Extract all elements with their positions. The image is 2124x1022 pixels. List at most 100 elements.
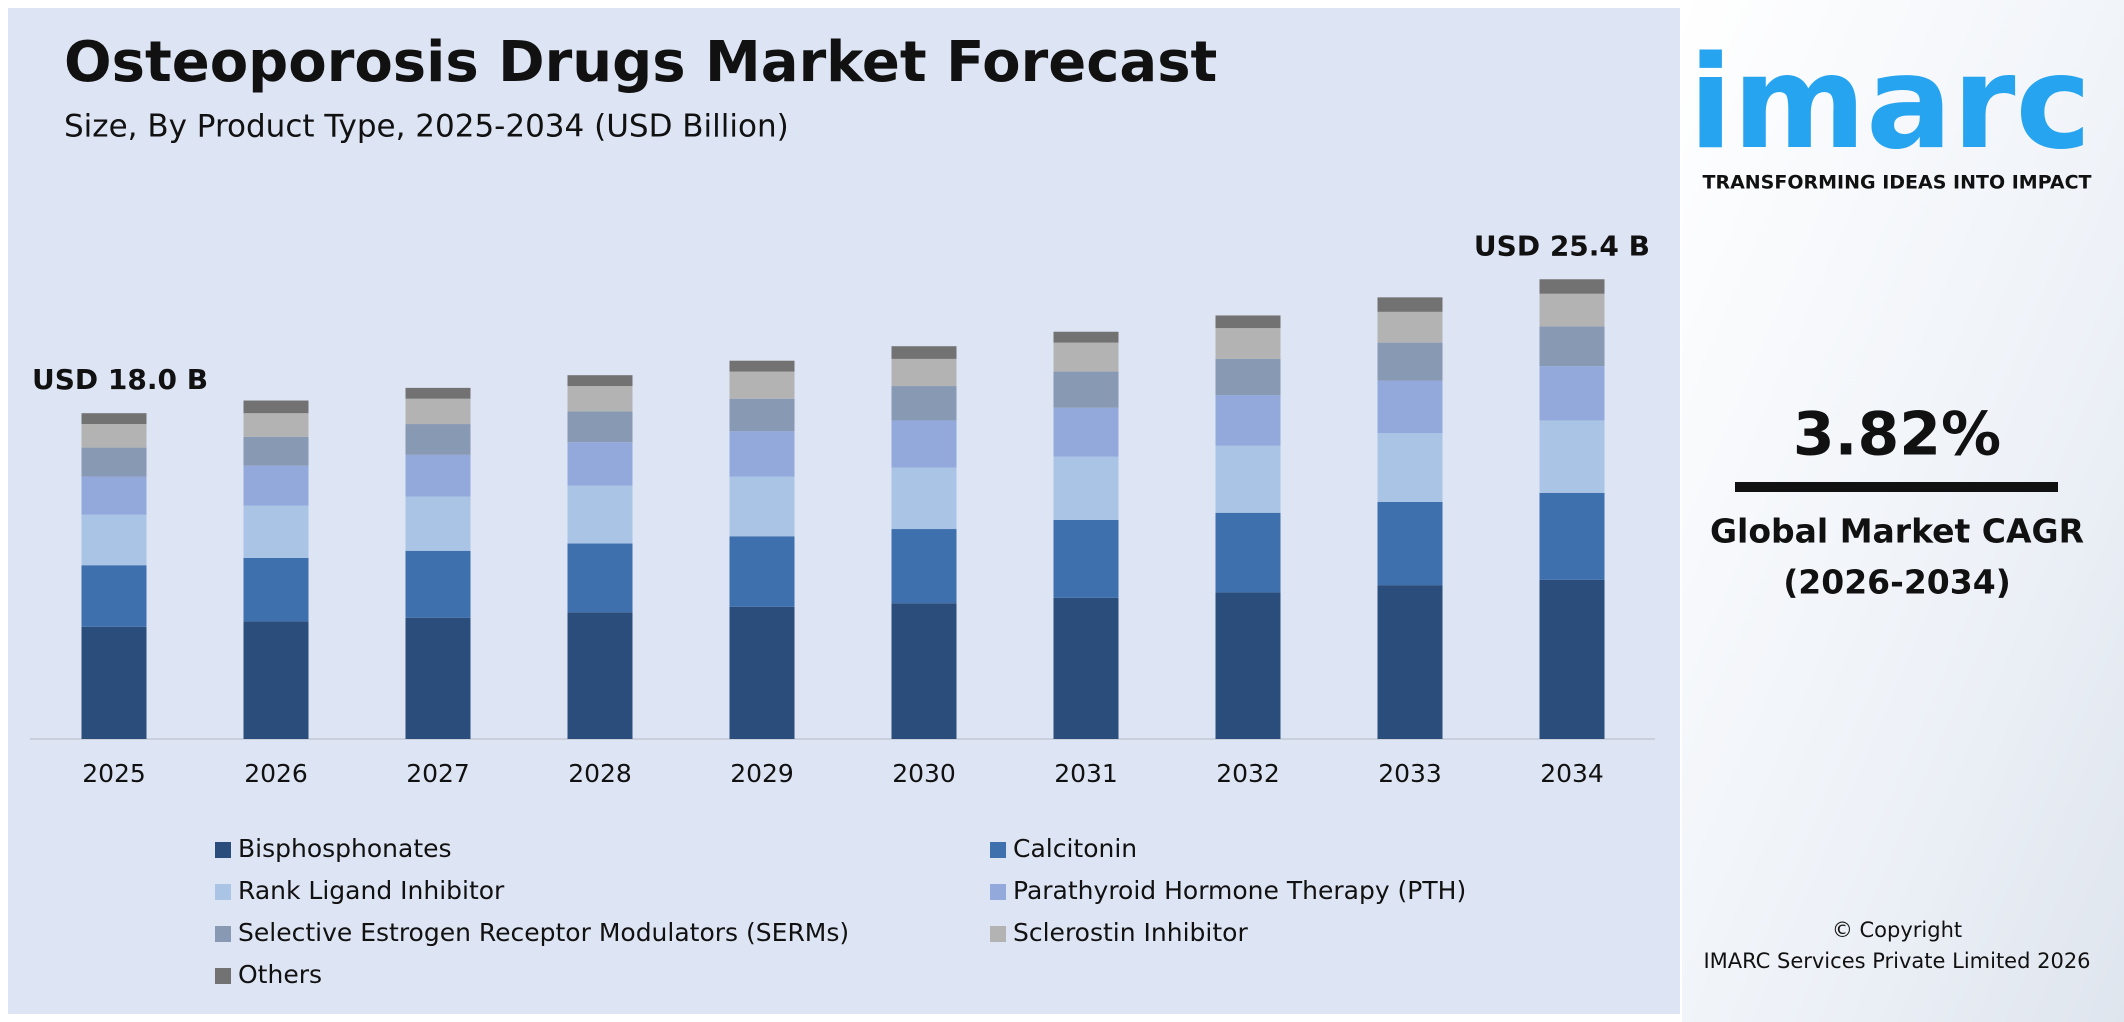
bar-segment: [405, 398, 471, 425]
bar-segment: [405, 454, 471, 497]
x-tick-label: 2031: [1054, 759, 1118, 788]
bar-segment: [1053, 407, 1119, 457]
bar-segment: [729, 398, 795, 432]
bar-segment: [1053, 331, 1119, 343]
bar-segment: [405, 550, 471, 618]
bar-segment: [1539, 366, 1605, 421]
bar-segment: [1215, 358, 1281, 396]
bar-segment: [1053, 456, 1119, 520]
cagr-label: Global Market CAGR: [1710, 512, 2084, 551]
bar-segment: [1377, 501, 1443, 586]
x-tick-label: 2033: [1378, 759, 1442, 788]
x-tick-label: 2030: [892, 759, 956, 788]
bar-segment: [1377, 342, 1443, 381]
legend: Bisphosphonates Calcitonin Rank Ligand Inh…: [215, 834, 1466, 989]
bar-segment: [891, 420, 957, 468]
bar-segment: [1539, 326, 1605, 367]
bar-segment: [567, 375, 633, 387]
bar-segment: [891, 358, 957, 387]
bar-segment: [243, 621, 309, 739]
legend-swatch: [215, 968, 231, 984]
x-tick-label: 2034: [1540, 759, 1604, 788]
x-tick-label: 2025: [82, 759, 146, 788]
chart-subtitle: Size, By Product Type, 2025-2034 (USD Bi…: [64, 109, 789, 145]
cagr-value: 3.82%: [1793, 400, 2001, 470]
bar-segment: [1215, 315, 1281, 329]
bar-segment: [1377, 297, 1443, 312]
bar-segment: [1215, 395, 1281, 446]
legend-swatch: [215, 842, 231, 858]
legend-label: Calcitonin: [1013, 834, 1137, 863]
legend-swatch: [215, 884, 231, 900]
bar-segment: [1215, 592, 1281, 739]
bar-segment: [1053, 371, 1119, 408]
bar-segment: [243, 436, 309, 466]
bar-segment: [405, 617, 471, 739]
bar-segment: [567, 543, 633, 613]
bar-segment: [81, 565, 147, 627]
bar-segment: [243, 558, 309, 622]
legend-label: Rank Ligand Inhibitor: [238, 876, 505, 905]
bar-segment: [567, 612, 633, 739]
bar-segment: [729, 476, 795, 537]
bar-segment: [1539, 420, 1605, 493]
copyright: © Copyright: [1832, 918, 1962, 942]
bar-segment: [243, 400, 309, 414]
bar-segment: [567, 442, 633, 486]
bar-segment: [81, 413, 147, 425]
bar-segment: [891, 603, 957, 739]
total-label: USD 18.0 B: [32, 363, 208, 396]
bar-segment: [81, 476, 147, 515]
bar-segment: [1539, 579, 1605, 739]
bar-segment: [1377, 380, 1443, 434]
cagr-label: (2026-2034): [1783, 563, 2011, 602]
bar-segment: [1539, 492, 1605, 580]
legend-label: Sclerostin Inhibitor: [1013, 918, 1248, 947]
x-tick-label: 2032: [1216, 759, 1280, 788]
legend-label: Parathyroid Hormone Therapy (PTH): [1013, 876, 1466, 905]
legend-label: Others: [238, 960, 322, 989]
chart-title: Osteoporosis Drugs Market Forecast: [64, 30, 1217, 95]
bar-segment: [405, 424, 471, 455]
bar-segment: [567, 411, 633, 443]
bar-segment: [729, 431, 795, 477]
bar-segment: [243, 505, 309, 558]
bar-segment: [891, 529, 957, 604]
x-tick-label: 2027: [406, 759, 470, 788]
side-panel: [1682, 0, 2124, 1022]
bar-segment: [1053, 597, 1119, 739]
x-tick-label: 2026: [244, 759, 308, 788]
bar-segment: [405, 387, 471, 399]
bar-segment: [1053, 519, 1119, 598]
bar-segment: [1377, 311, 1443, 343]
copyright: IMARC Services Private Limited 2026: [1703, 949, 2090, 973]
plot: 2025 USD 18.0 B 2026 2027 2028 2029 2030 2031 20…: [32, 229, 1650, 788]
bar-segment: [243, 413, 309, 437]
tagline: TRANSFORMING IDEAS INTO IMPACT: [1702, 172, 2091, 194]
bar-segment: [891, 467, 957, 530]
bar-segment: [81, 626, 147, 739]
legend-label: Selective Estrogen Receptor Modulators (…: [238, 918, 849, 947]
total-label: USD 25.4 B: [1474, 229, 1650, 262]
legend-swatch: [215, 926, 231, 942]
bar-segment: [81, 514, 147, 566]
bar-segment: [729, 360, 795, 372]
bar-segment: [405, 496, 471, 551]
x-tick-label: 2028: [568, 759, 632, 788]
legend-swatch: [990, 926, 1006, 942]
bar-segment: [729, 606, 795, 739]
bar-segment: [1053, 342, 1119, 372]
bar-segment: [1215, 445, 1281, 513]
bar-segment: [1377, 585, 1443, 739]
bar-segment: [1215, 328, 1281, 359]
legend-label: Bisphosphonates: [238, 834, 452, 863]
bar-segment: [81, 424, 147, 448]
bar-segment: [1539, 279, 1605, 294]
bar-segment: [81, 447, 147, 477]
bar-segment: [1539, 293, 1605, 327]
logo: imarc: [1689, 29, 2092, 178]
bar-segment: [891, 386, 957, 421]
bar-segment: [729, 536, 795, 607]
bar-segment: [1377, 433, 1443, 502]
